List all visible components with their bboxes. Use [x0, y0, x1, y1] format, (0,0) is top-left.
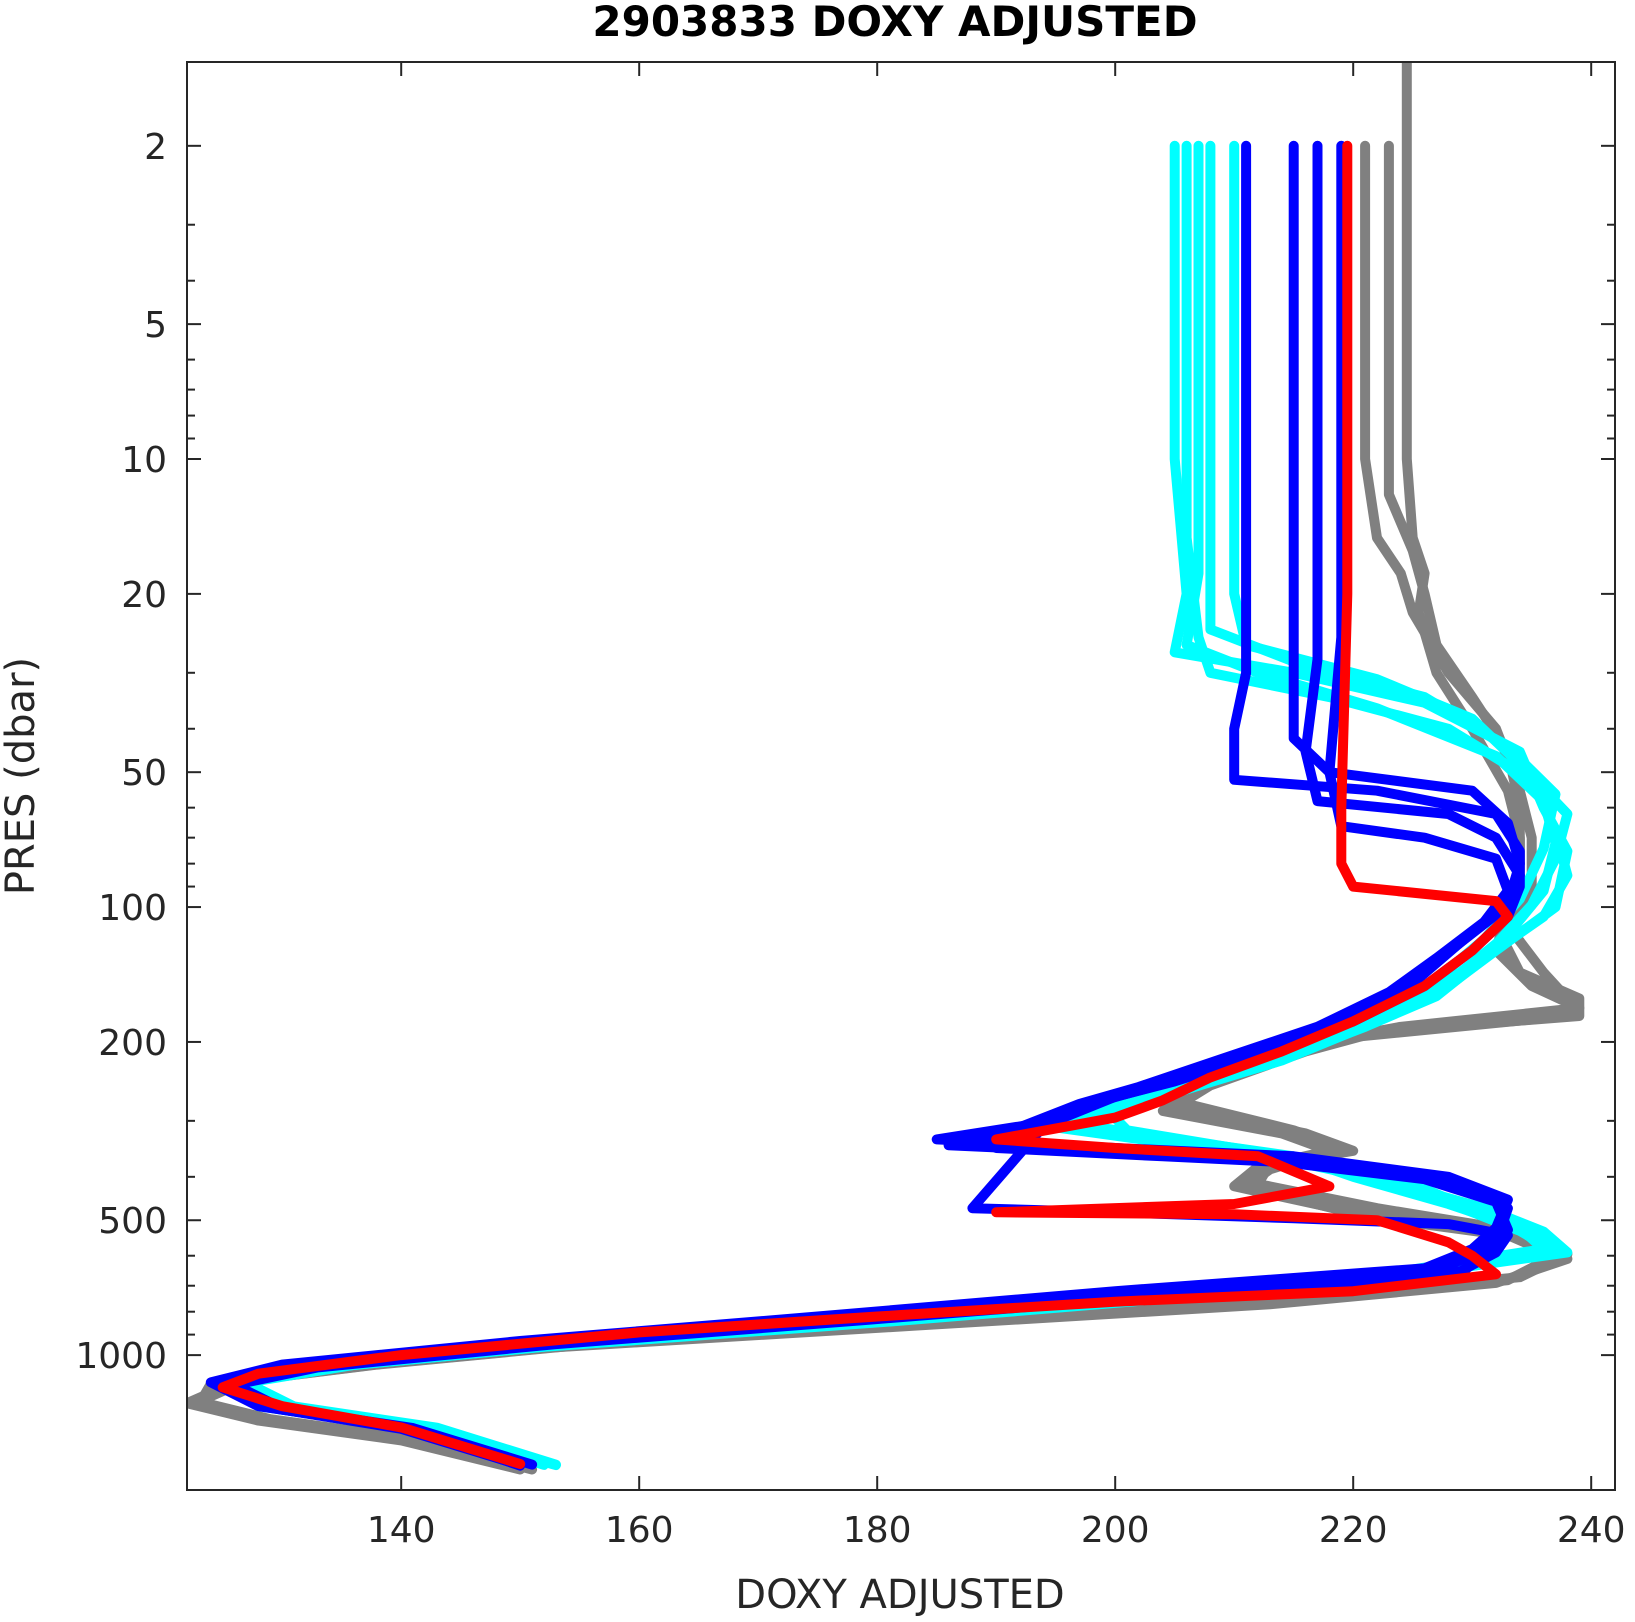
y-tick-label: 1000 — [75, 1336, 167, 1377]
x-axis: 140 160 180 200 220 240 — [367, 62, 1626, 1551]
y-tick-label: 5 — [144, 305, 167, 346]
x-axis-label: DOXY ADJUSTED — [735, 1572, 1064, 1618]
profile-line-red-12 — [217, 140, 1513, 1469]
x-tick-label: 160 — [605, 1510, 674, 1551]
x-tick-label: 140 — [367, 1510, 436, 1551]
y-axis: 2 5 10 20 50 100 200 500 1000 — [75, 127, 1615, 1491]
x-tick-label: 200 — [1081, 1510, 1150, 1551]
series-layer — [187, 62, 1585, 1475]
profile-line-gray-0 — [187, 62, 1585, 1475]
x-tick-label: 220 — [1319, 1510, 1388, 1551]
x-tick-label: 240 — [1557, 1510, 1626, 1551]
y-axis-label: PRES (dbar) — [0, 657, 44, 895]
y-tick-label: 20 — [121, 575, 167, 616]
y-tick-label: 50 — [121, 753, 167, 794]
x-tick-label: 180 — [843, 1510, 912, 1551]
chart-title: 2903833 DOXY ADJUSTED — [592, 0, 1197, 46]
plot-frame — [186, 61, 1616, 1491]
y-tick-label: 500 — [98, 1201, 167, 1242]
y-tick-label: 2 — [144, 127, 167, 168]
profile-line-blue-10 — [217, 140, 1525, 1471]
y-tick-label: 100 — [98, 888, 167, 929]
y-tick-label: 200 — [98, 1023, 167, 1064]
y-tick-label: 10 — [121, 440, 167, 481]
